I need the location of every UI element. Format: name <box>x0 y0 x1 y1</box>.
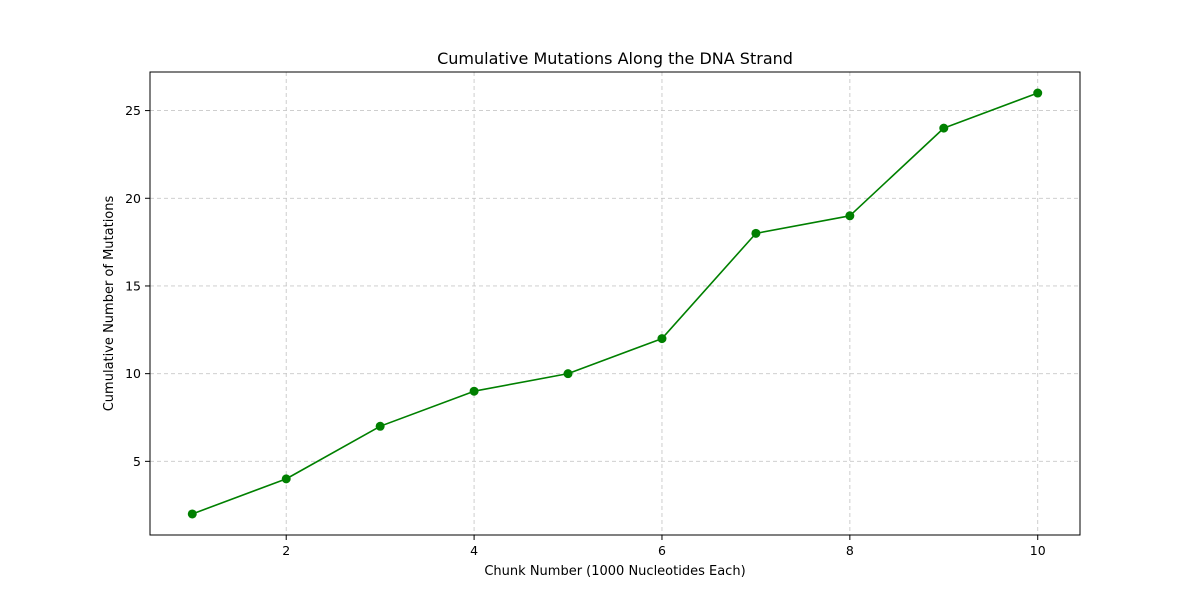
data-point <box>469 386 479 396</box>
data-point <box>1033 88 1043 98</box>
data-point <box>845 211 855 221</box>
x-tick-label: 10 <box>1030 543 1046 558</box>
series-line <box>187 88 1043 519</box>
data-point <box>657 334 667 344</box>
data-point <box>563 369 573 379</box>
y-tick-label: 15 <box>125 278 141 293</box>
grid <box>150 72 1080 535</box>
data-point <box>939 123 949 133</box>
chart-title: Cumulative Mutations Along the DNA Stran… <box>437 49 793 68</box>
x-tick-label: 6 <box>658 543 666 558</box>
x-tick-label: 8 <box>846 543 854 558</box>
data-point <box>375 421 385 431</box>
x-axis-label: Chunk Number (1000 Nucleotides Each) <box>484 564 745 579</box>
y-tick-label: 20 <box>125 191 141 206</box>
data-point <box>187 509 197 519</box>
data-point <box>751 228 761 238</box>
y-tick-label: 5 <box>133 454 141 469</box>
y-axis-label: Cumulative Number of Mutations <box>102 196 117 412</box>
x-tick-label: 2 <box>282 543 290 558</box>
y-tick-label: 25 <box>125 103 141 118</box>
axis-ticks: 2 4 6 8 10 5 10 15 20 25 <box>125 103 1046 558</box>
data-point <box>281 474 291 484</box>
y-tick-label: 10 <box>125 366 141 381</box>
plot-frame <box>149 71 1081 536</box>
x-tick-label: 4 <box>470 543 478 558</box>
series-line-0 <box>191 92 1039 515</box>
